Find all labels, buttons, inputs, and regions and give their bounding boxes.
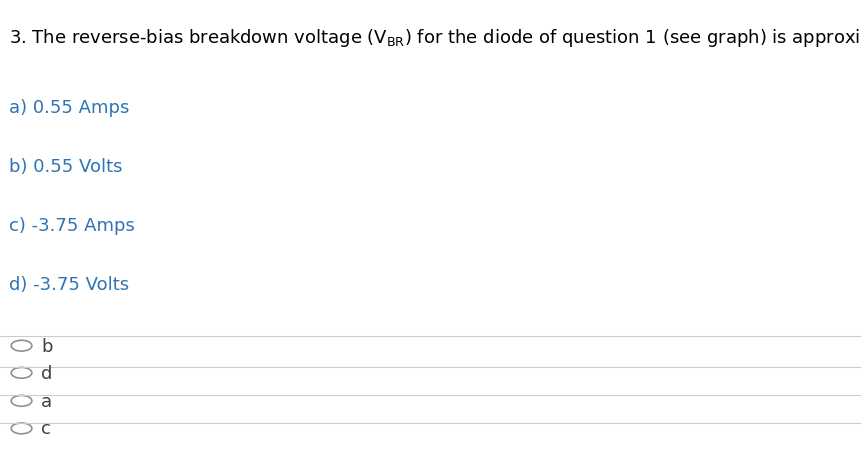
Text: a) 0.55 Amps: a) 0.55 Amps [9, 99, 129, 117]
Text: b: b [41, 337, 53, 355]
Text: b) 0.55 Volts: b) 0.55 Volts [9, 158, 122, 176]
Text: c) -3.75 Amps: c) -3.75 Amps [9, 216, 134, 235]
Text: c: c [41, 419, 51, 437]
Text: 3. The reverse-bias breakdown voltage ($\mathregular{V_{BR}}$) for the diode of : 3. The reverse-bias breakdown voltage ($… [9, 27, 861, 49]
Text: d: d [41, 364, 53, 382]
Text: a: a [41, 392, 53, 410]
Text: d) -3.75 Volts: d) -3.75 Volts [9, 275, 129, 293]
